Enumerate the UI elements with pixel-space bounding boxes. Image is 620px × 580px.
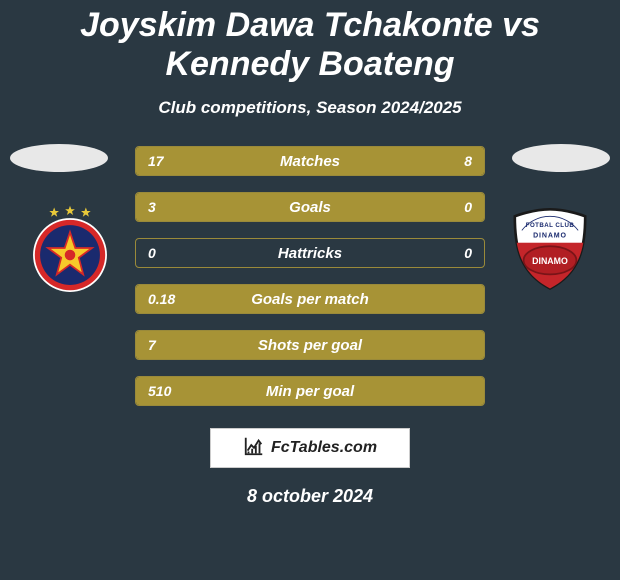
player-right-oval bbox=[512, 144, 610, 172]
svg-text:DINAMO: DINAMO bbox=[532, 256, 568, 266]
stat-bars: 178Matches 30Goals 00Hattricks 0.18Goals pe… bbox=[135, 146, 485, 406]
stat-label: Matches bbox=[136, 147, 484, 175]
player-left-oval bbox=[10, 144, 108, 172]
svg-text:FOTBAL CLUB: FOTBAL CLUB bbox=[526, 222, 575, 229]
stat-row: 7Shots per goal bbox=[135, 330, 485, 360]
stat-row: 510Min per goal bbox=[135, 376, 485, 406]
stat-row: 00Hattricks bbox=[135, 238, 485, 268]
watermark-text: FcTables.com bbox=[271, 439, 377, 457]
date-text: 8 october 2024 bbox=[0, 486, 620, 507]
watermark: FcTables.com bbox=[210, 428, 410, 468]
club-badge-left bbox=[26, 204, 114, 292]
stat-label: Hattricks bbox=[136, 239, 484, 267]
stat-label: Shots per goal bbox=[136, 331, 484, 359]
stat-row: 178Matches bbox=[135, 146, 485, 176]
stat-label: Goals bbox=[136, 193, 484, 221]
stat-row: 0.18Goals per match bbox=[135, 284, 485, 314]
stat-row: 30Goals bbox=[135, 192, 485, 222]
comparison-content: DINAMO FOTBAL CLUB DINAMO 178Matches 30Go… bbox=[0, 146, 620, 507]
comparison-title: Joyskim Dawa Tchakonte vs Kennedy Boaten… bbox=[0, 0, 620, 84]
chart-icon bbox=[243, 435, 265, 462]
comparison-subtitle: Club competitions, Season 2024/2025 bbox=[0, 98, 620, 118]
stat-label: Goals per match bbox=[136, 285, 484, 313]
club-badge-right: DINAMO FOTBAL CLUB DINAMO bbox=[506, 204, 594, 292]
stat-label: Min per goal bbox=[136, 377, 484, 405]
svg-text:DINAMO: DINAMO bbox=[533, 233, 567, 240]
